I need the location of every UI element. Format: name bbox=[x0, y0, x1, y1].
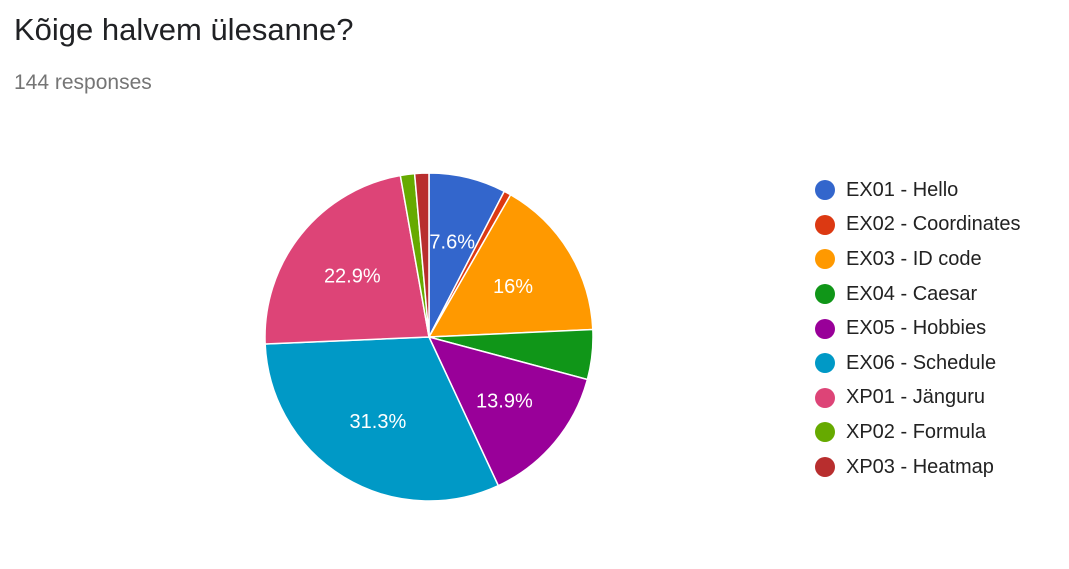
legend-label: EX02 - Coordinates bbox=[846, 213, 1021, 236]
legend-item-ex05[interactable]: EX05 - Hobbies bbox=[815, 311, 1021, 346]
legend-swatch bbox=[815, 353, 835, 374]
pie-slice-xp01[interactable] bbox=[264, 174, 430, 345]
legend-item-xp03[interactable]: XP03 - Heatmap bbox=[815, 450, 1021, 485]
legend-item-ex03[interactable]: EX03 - ID code bbox=[815, 242, 1021, 277]
legend-swatch bbox=[815, 214, 835, 235]
legend-label: EX04 - Caesar bbox=[846, 282, 978, 305]
legend-label: XP03 - Heatmap bbox=[846, 455, 994, 478]
legend-label: EX03 - ID code bbox=[846, 247, 982, 270]
pie-label-ex05: 13.9% bbox=[476, 390, 533, 412]
pie-label-ex01: 7.6% bbox=[429, 231, 475, 253]
legend-label: EX05 - Hobbies bbox=[846, 317, 987, 340]
legend-item-xp01[interactable]: XP01 - Jänguru bbox=[815, 381, 1021, 416]
pie-slice-ex05[interactable] bbox=[427, 335, 589, 487]
legend-item-ex02[interactable]: EX02 - Coordinates bbox=[815, 208, 1021, 243]
response-count: 144 responses bbox=[14, 71, 152, 94]
legend-label: EX06 - Schedule bbox=[846, 351, 997, 374]
legend-swatch bbox=[815, 422, 835, 443]
legend-swatch bbox=[815, 284, 835, 305]
legend-swatch bbox=[815, 318, 835, 339]
pie-label-xp01: 22.9% bbox=[324, 265, 381, 287]
pie-slice-ex06[interactable] bbox=[264, 336, 500, 502]
legend-swatch bbox=[815, 249, 835, 270]
legend-item-ex04[interactable]: EX04 - Caesar bbox=[815, 277, 1021, 312]
chart-legend: EX01 - Hello EX02 - Coordinates EX03 - ID … bbox=[815, 173, 1021, 484]
legend-item-ex06[interactable]: EX06 - Schedule bbox=[815, 346, 1021, 381]
legend-label: EX01 - Hello bbox=[846, 178, 959, 201]
legend-swatch bbox=[815, 457, 835, 478]
pie-slice-ex03[interactable] bbox=[427, 193, 594, 338]
legend-item-ex01[interactable]: EX01 - Hello bbox=[815, 173, 1021, 208]
pie-slice-xp03[interactable] bbox=[413, 172, 430, 338]
legend-item-xp02[interactable]: XP02 - Formula bbox=[815, 415, 1021, 450]
legend-label: XP02 - Formula bbox=[846, 420, 987, 443]
pie-label-ex06: 31.3% bbox=[350, 411, 407, 433]
chart-title: Kõige halvem ülesanne? bbox=[14, 12, 354, 47]
legend-swatch bbox=[815, 387, 835, 408]
pie-label-ex03: 16% bbox=[493, 276, 533, 298]
legend-swatch bbox=[815, 180, 835, 201]
legend-label: XP01 - Jänguru bbox=[846, 386, 985, 409]
